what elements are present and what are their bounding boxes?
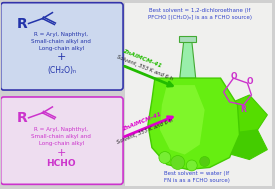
FancyBboxPatch shape bbox=[125, 3, 272, 186]
Text: Solvent, 353 K and 6 h: Solvent, 353 K and 6 h bbox=[116, 55, 174, 82]
Polygon shape bbox=[214, 95, 267, 135]
FancyBboxPatch shape bbox=[1, 97, 123, 184]
Text: HCHO: HCHO bbox=[46, 159, 76, 168]
Text: O: O bbox=[230, 72, 237, 81]
Text: Long-chain alkyl: Long-chain alkyl bbox=[39, 46, 84, 51]
Text: R = Aryl, Naphthyl,: R = Aryl, Naphthyl, bbox=[34, 32, 88, 37]
Text: FN is as a FCHO source): FN is as a FCHO source) bbox=[164, 178, 230, 183]
Circle shape bbox=[200, 156, 210, 167]
FancyBboxPatch shape bbox=[1, 3, 123, 90]
Circle shape bbox=[171, 156, 185, 170]
Polygon shape bbox=[219, 130, 267, 160]
Text: Small-chain alkyl and: Small-chain alkyl and bbox=[31, 39, 91, 44]
Polygon shape bbox=[148, 78, 240, 170]
Circle shape bbox=[159, 152, 171, 163]
Text: Long-chain alkyl: Long-chain alkyl bbox=[39, 141, 84, 146]
Text: O: O bbox=[246, 77, 253, 86]
Text: Small-chain alkyl and: Small-chain alkyl and bbox=[31, 134, 91, 139]
Text: Best solvent = water (If: Best solvent = water (If bbox=[164, 171, 229, 176]
Text: R = Aryl, Naphthyl,: R = Aryl, Naphthyl, bbox=[34, 127, 88, 132]
Text: ZnAlMCM-41: ZnAlMCM-41 bbox=[122, 112, 162, 132]
Polygon shape bbox=[180, 40, 196, 78]
Text: +: + bbox=[57, 148, 66, 158]
Text: (CH₂O)ₙ: (CH₂O)ₙ bbox=[47, 66, 76, 75]
Text: +: + bbox=[57, 52, 66, 62]
Text: R: R bbox=[241, 105, 246, 114]
Text: ZnAlMCM-41: ZnAlMCM-41 bbox=[122, 48, 162, 68]
Text: Solvent, 353 K and 6 h: Solvent, 353 K and 6 h bbox=[116, 118, 174, 145]
Text: R: R bbox=[17, 16, 28, 31]
Circle shape bbox=[186, 160, 197, 171]
Text: Best solvent = 1,2-dichloroethane (If: Best solvent = 1,2-dichloroethane (If bbox=[149, 8, 250, 13]
Bar bbox=[179, 36, 196, 42]
Text: PFCHO [(CH₂O)ₙ] is as a FCHO source): PFCHO [(CH₂O)ₙ] is as a FCHO source) bbox=[148, 15, 252, 20]
Polygon shape bbox=[160, 85, 205, 155]
Text: R: R bbox=[17, 111, 28, 125]
